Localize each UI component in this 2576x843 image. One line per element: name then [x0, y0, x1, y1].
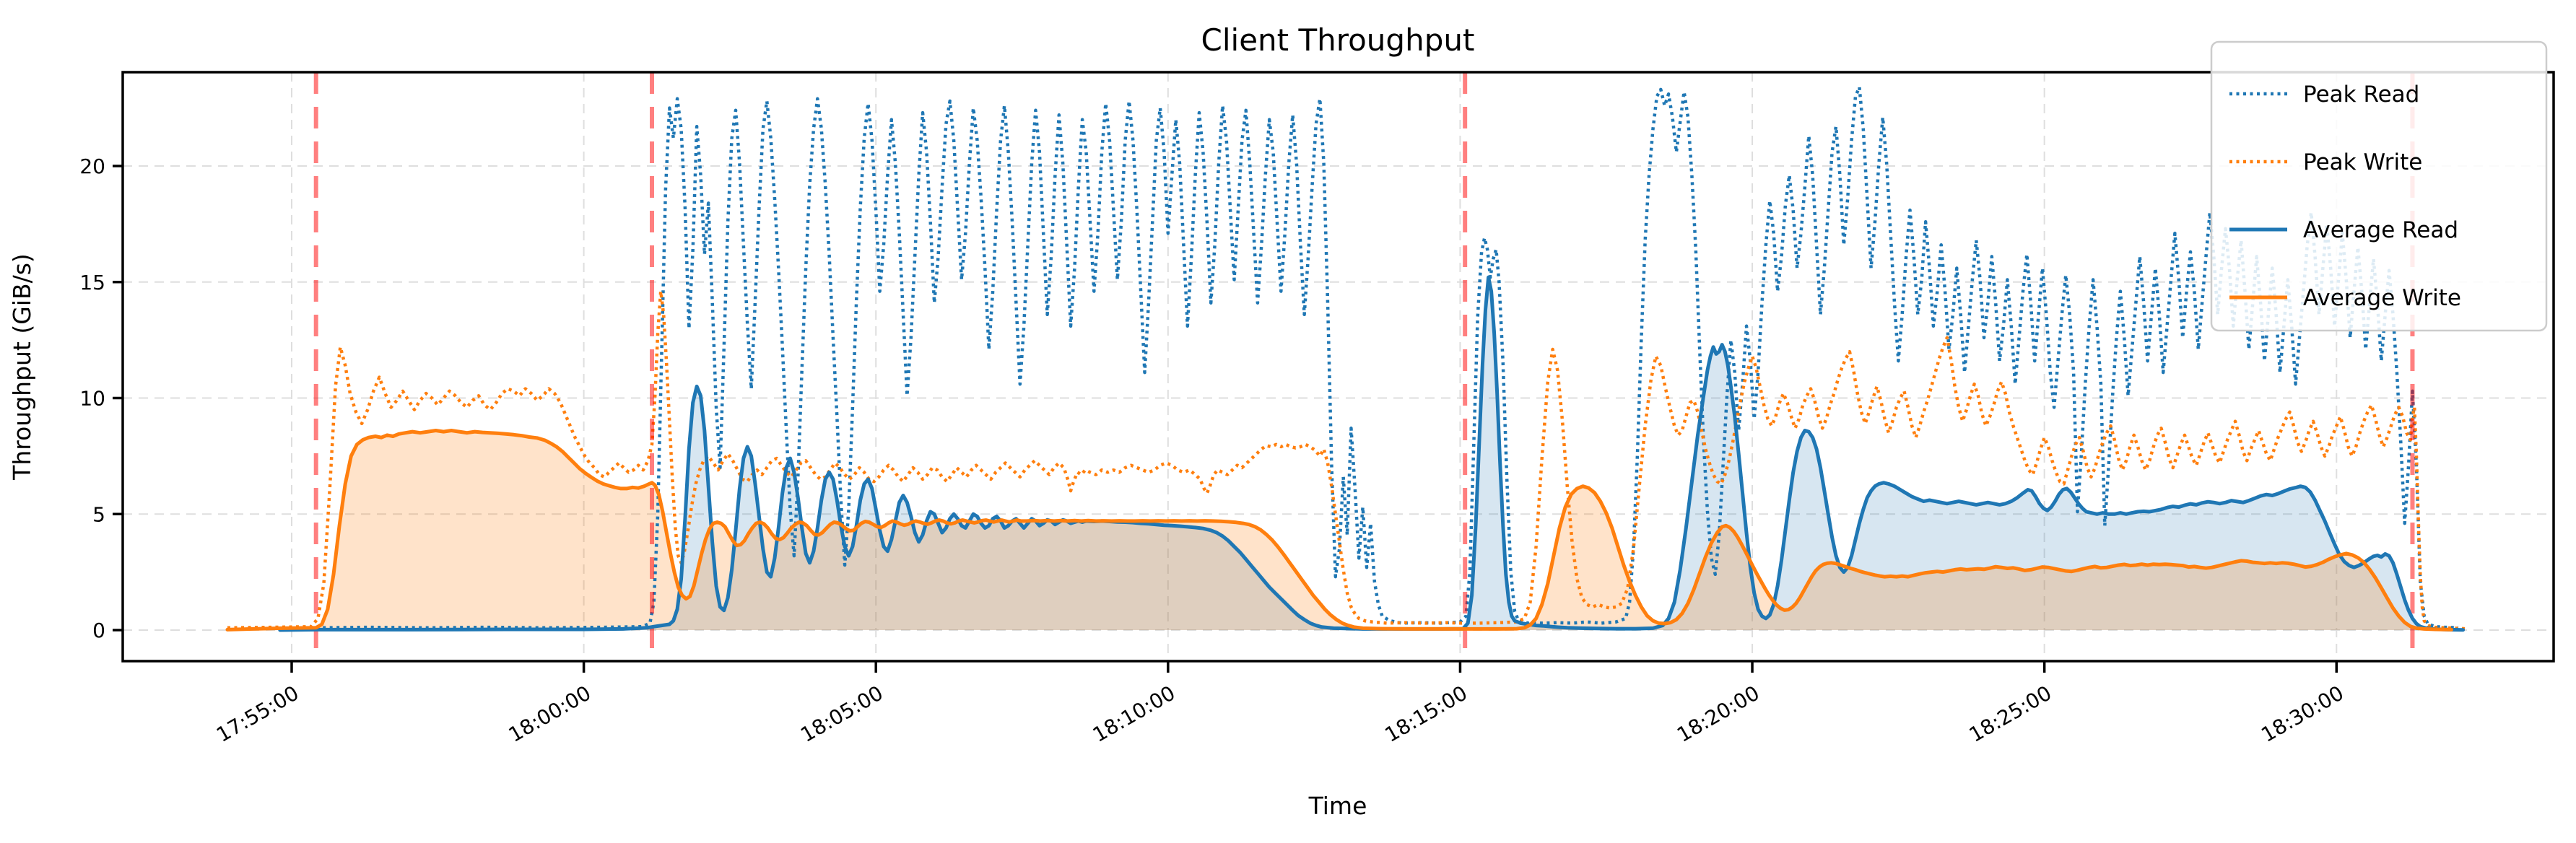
- legend-item-average-write: Average Write: [2229, 285, 2461, 311]
- axes-layer: 0 5 10 15 20 17:55:00 18:00:00 18:05:00 18:10:00…: [79, 71, 2555, 747]
- plot-border: [121, 71, 2555, 663]
- x-tick-label-18:05:00: 18:05:00: [796, 681, 887, 746]
- y-tick-label-5: 5: [92, 502, 105, 526]
- x-tick-label-17:55:00: 17:55:00: [212, 681, 303, 746]
- x-tick-label-18:20:00: 18:20:00: [1673, 681, 1763, 746]
- average-write-line: [225, 429, 2453, 632]
- peak-write-line: [227, 289, 2468, 631]
- legend-box: [2210, 40, 2548, 332]
- legend-label-average-read: Average Read: [2303, 217, 2458, 243]
- average-read-fill: [279, 277, 2463, 630]
- y-tick-label-20: 20: [79, 154, 105, 178]
- y-axis-label: Throughput (GiB/s): [8, 253, 36, 481]
- x-tick-label-18:10:00: 18:10:00: [1089, 681, 1179, 746]
- x-tick-label-18:15:00: 18:15:00: [1381, 681, 1471, 746]
- x-tick-label-18:30:00: 18:30:00: [2257, 681, 2347, 746]
- y-tick-label-0: 0: [92, 619, 105, 642]
- x-tick-label-18:00:00: 18:00:00: [505, 681, 595, 746]
- legend-item-peak-write: Peak Write: [2229, 149, 2422, 175]
- x-tick-label-18:25:00: 18:25:00: [1965, 681, 2055, 746]
- event-lines-layer: [313, 72, 2415, 661]
- legend-label-average-write: Average Write: [2303, 285, 2461, 311]
- peak-lines-layer: [227, 85, 2468, 631]
- grid-layer: [123, 72, 2554, 661]
- y-tick-label-10: 10: [79, 387, 105, 411]
- average-lines-layer: [225, 275, 2466, 632]
- chart-title: Client Throughput: [1201, 22, 1475, 58]
- legend: Peak Read Peak Write Average Read Average W…: [2210, 40, 2548, 332]
- peak-read-line: [316, 85, 2458, 630]
- legend-item-average-read: Average Read: [2229, 217, 2458, 243]
- series-fills-layer: [227, 277, 2463, 630]
- average-write-fill: [227, 430, 2452, 630]
- legend-item-peak-read: Peak Read: [2229, 82, 2419, 108]
- legend-label-peak-read: Peak Read: [2303, 82, 2419, 108]
- x-axis-label: Time: [1308, 792, 1367, 820]
- y-tick-label-15: 15: [79, 271, 105, 294]
- legend-label-peak-write: Peak Write: [2303, 149, 2422, 175]
